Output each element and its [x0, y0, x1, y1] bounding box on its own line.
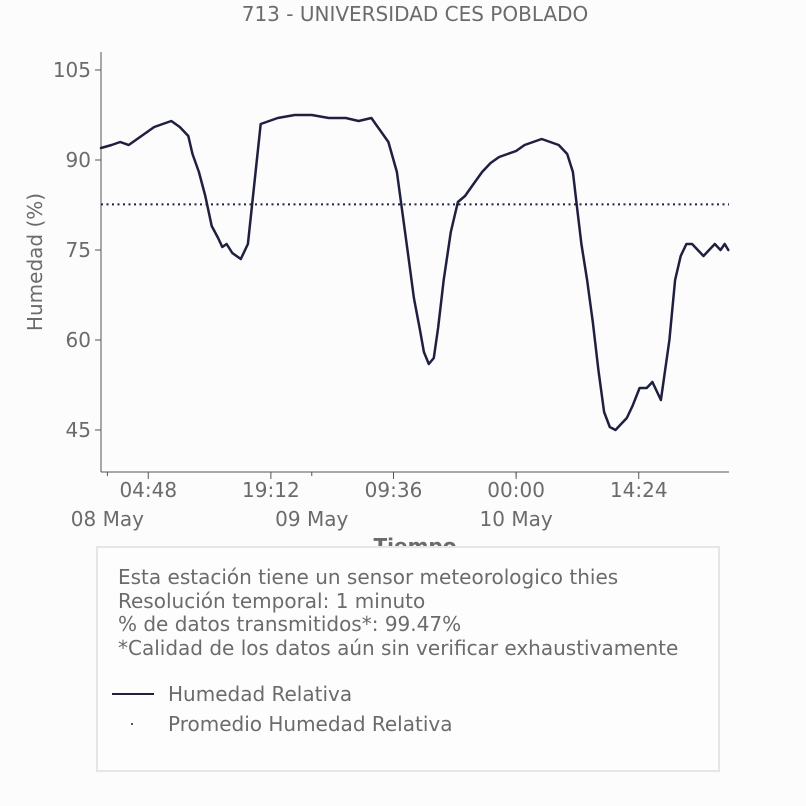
y-tick-label: 105: [53, 58, 91, 82]
legend-line-swatch: [110, 682, 156, 706]
x-date-label: 10 May: [480, 507, 553, 531]
x-tick-label: 04:48: [119, 478, 177, 502]
chart-series: [99, 113, 730, 432]
x-tick-label: 14:24: [610, 478, 668, 502]
y-tick-label: 45: [66, 418, 91, 442]
station-info: Esta estación tiene un sensor meteorolog…: [118, 565, 679, 660]
data-quality-note: *Calidad de los datos aún sin verificar …: [118, 635, 679, 660]
x-date-label: 08 May: [71, 507, 144, 531]
chart-axes: [100, 52, 729, 473]
legend-item-average: Promedio Humedad Relativa: [110, 712, 452, 736]
y-tick-label: 90: [66, 148, 91, 172]
y-tick-label: 60: [66, 328, 91, 352]
chart-ticks: 45 60 75 90 105 04:48 19:12 09:36 00:00 14:24 08 M…: [53, 58, 668, 531]
legend-dot-swatch: [110, 712, 156, 736]
x-date-label: 09 May: [275, 507, 348, 531]
temporal-resolution-note: Resolución temporal: 1 minuto: [118, 588, 426, 613]
x-tick-label: 00:00: [487, 478, 545, 502]
station-sensor-note: Esta estación tiene un sensor meteorolog…: [118, 565, 619, 589]
x-tick-label: 19:12: [242, 478, 300, 502]
legend-label: Humedad Relativa: [168, 682, 353, 706]
legend-label: Promedio Humedad Relativa: [168, 712, 453, 736]
humidity-series-line: [99, 113, 730, 432]
y-axis-label: Humedad (%): [23, 193, 47, 331]
legend-item-humidity: Humedad Relativa: [110, 682, 352, 706]
y-tick-label: 75: [66, 238, 91, 262]
chart-title: 713 - UNIVERSIDAD CES POBLADO: [242, 2, 589, 26]
data-transmitted-note: % de datos transmitidos*: 99.47%: [118, 612, 462, 636]
info-box: Esta estación tiene un sensor meteorolog…: [96, 546, 720, 772]
x-tick-label: 09:36: [365, 478, 423, 502]
